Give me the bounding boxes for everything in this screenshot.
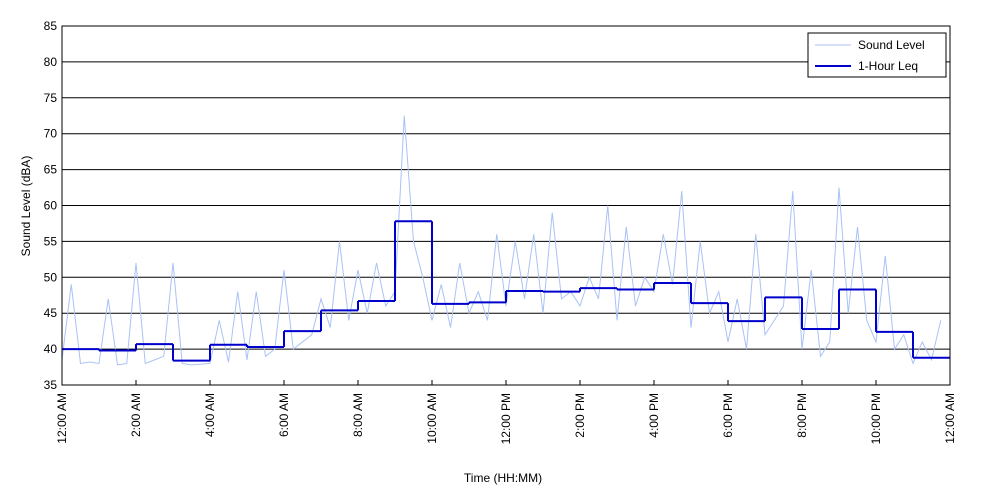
y-tick-label: 70 — [44, 127, 58, 141]
sound-level-line — [61, 115, 942, 366]
y-tick-label: 45 — [44, 306, 58, 320]
y-tick-label: 40 — [44, 342, 58, 356]
y-tick-label: 80 — [44, 55, 58, 69]
x-tick-label: 10:00 AM — [425, 393, 439, 444]
x-tick-label: 12:00 AM — [943, 393, 957, 444]
y-tick-label: 65 — [44, 163, 58, 177]
y-tick-label: 55 — [44, 234, 58, 248]
x-tick-label: 8:00 AM — [351, 393, 365, 437]
legend-label: 1-Hour Leq — [858, 59, 918, 73]
x-tick-label: 4:00 PM — [647, 393, 661, 438]
x-tick-label: 2:00 AM — [129, 393, 143, 437]
x-tick-label: 12:00 PM — [499, 393, 513, 444]
plot-frame — [61, 25, 951, 386]
x-tick-label: 2:00 PM — [573, 393, 587, 438]
y-tick-label: 75 — [44, 91, 58, 105]
y-tick-label: 35 — [44, 378, 58, 392]
x-tick-label: 6:00 PM — [721, 393, 735, 438]
y-tick-label: 60 — [44, 199, 58, 213]
y-axis-label: Sound Level (dBA) — [19, 156, 33, 257]
legend-box — [807, 32, 947, 78]
x-tick-label: 8:00 PM — [795, 393, 809, 438]
x-tick-label: 12:00 AM — [55, 393, 69, 444]
x-tick-label: 4:00 AM — [203, 393, 217, 437]
x-axis-label: Time (HH:MM) — [464, 471, 542, 485]
y-tick-label: 50 — [44, 270, 58, 284]
x-tick-label: 6:00 AM — [277, 393, 291, 437]
x-tick-label: 10:00 PM — [869, 393, 883, 444]
y-tick-label: 85 — [44, 19, 58, 33]
legend-label: Sound Level — [858, 38, 925, 52]
